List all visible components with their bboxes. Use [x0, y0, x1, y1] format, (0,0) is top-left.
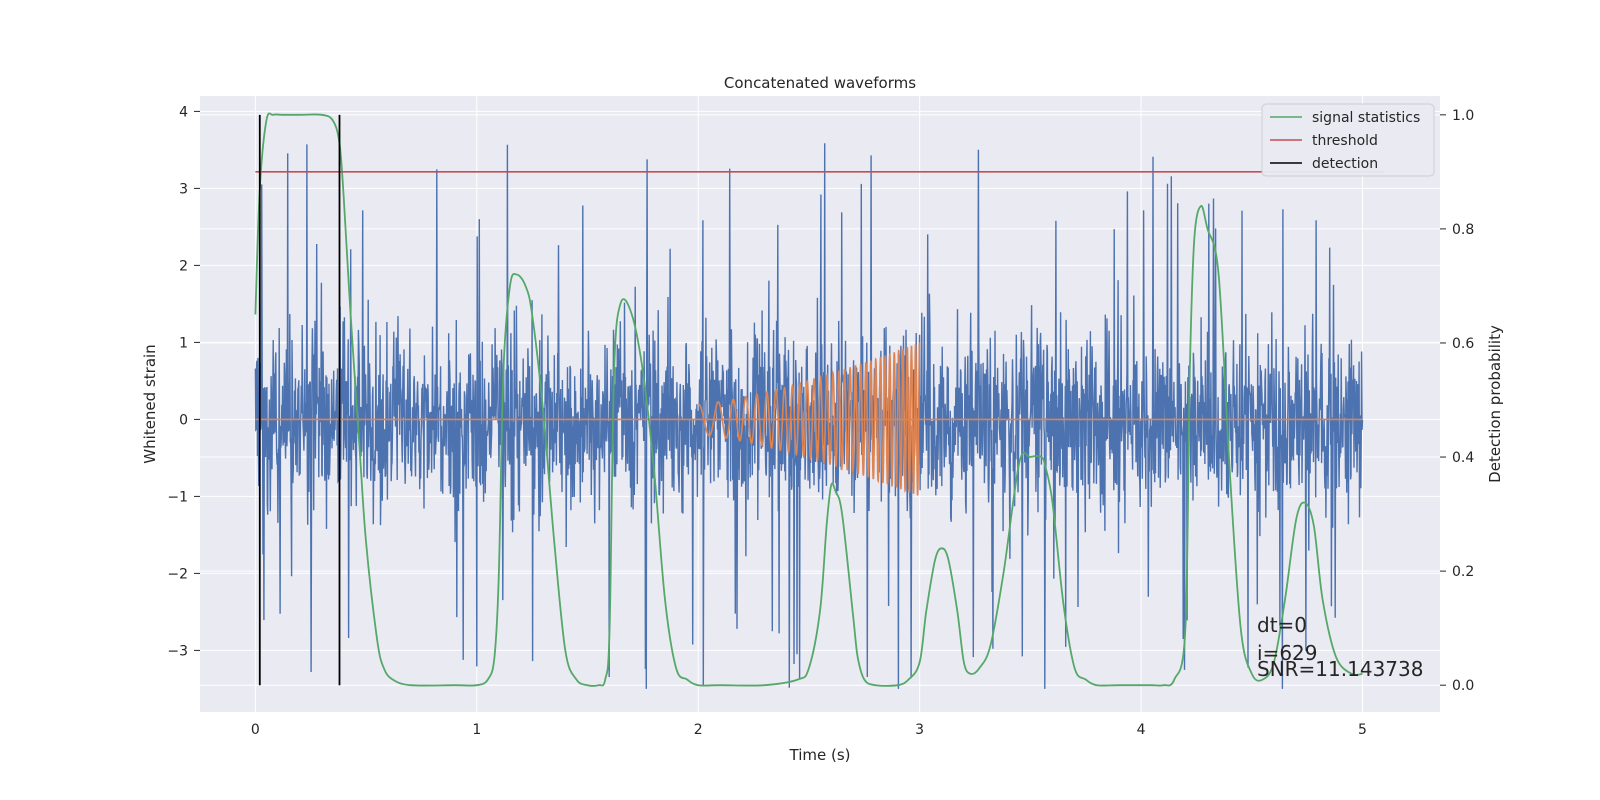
- x-tick-label: 3: [915, 722, 924, 738]
- chart-title: Concatenated waveforms: [724, 74, 916, 92]
- annotation-snr: SNR=11.143738: [1257, 657, 1423, 681]
- legend-label-detection: detection: [1312, 156, 1378, 172]
- x-tick-label: 2: [694, 722, 703, 738]
- legend-label-signal-statistics: signal statistics: [1312, 110, 1420, 126]
- y-tick-label: 3: [179, 181, 188, 197]
- y-tick-label: 2: [179, 258, 188, 274]
- legend: signal statistics threshold detection: [1261, 103, 1435, 177]
- y-tick-label: −1: [167, 489, 188, 505]
- annotation-index: i=629: [1257, 641, 1318, 665]
- x-tick-label: 4: [1137, 722, 1146, 738]
- legend-label-threshold: threshold: [1312, 133, 1378, 149]
- y-axis-ticks: −3 −2 −1 0 1 2 3 4: [167, 104, 200, 659]
- x-tick-label: 5: [1358, 722, 1367, 738]
- annotation-dt: dt=0: [1257, 613, 1307, 637]
- injection-chirp-line: [698, 342, 921, 496]
- y2-tick-label: 0.8: [1452, 222, 1474, 238]
- y2-axis-ticks: 0.0 0.2 0.4 0.6 0.8 1.0: [1440, 108, 1474, 694]
- signal-statistics-line: [254, 112, 1363, 687]
- y-tick-label: −2: [167, 566, 188, 582]
- y-tick-label: 1: [179, 335, 188, 351]
- x-axis-ticks: 0 1 2 3 4 5: [251, 722, 1367, 738]
- injection-layer: [255, 342, 1363, 496]
- y-tick-label: −3: [167, 643, 188, 659]
- y2-tick-label: 0.0: [1452, 678, 1474, 694]
- x-tick-label: 0: [251, 722, 260, 738]
- legend-box: [1261, 103, 1435, 177]
- y2-tick-label: 0.4: [1452, 450, 1474, 466]
- x-tick-label: 1: [472, 722, 481, 738]
- y2-axis-title: Detection probability: [1486, 325, 1504, 483]
- probability-layer: [254, 112, 1385, 687]
- y-tick-label: 4: [179, 104, 188, 120]
- y-tick-label: 0: [179, 412, 188, 428]
- y2-tick-label: 1.0: [1452, 108, 1474, 124]
- x-axis-title: Time (s): [789, 746, 851, 764]
- y-axis-title: Whitened strain: [141, 344, 159, 463]
- y2-tick-label: 0.2: [1452, 564, 1474, 580]
- y2-tick-label: 0.6: [1452, 336, 1474, 352]
